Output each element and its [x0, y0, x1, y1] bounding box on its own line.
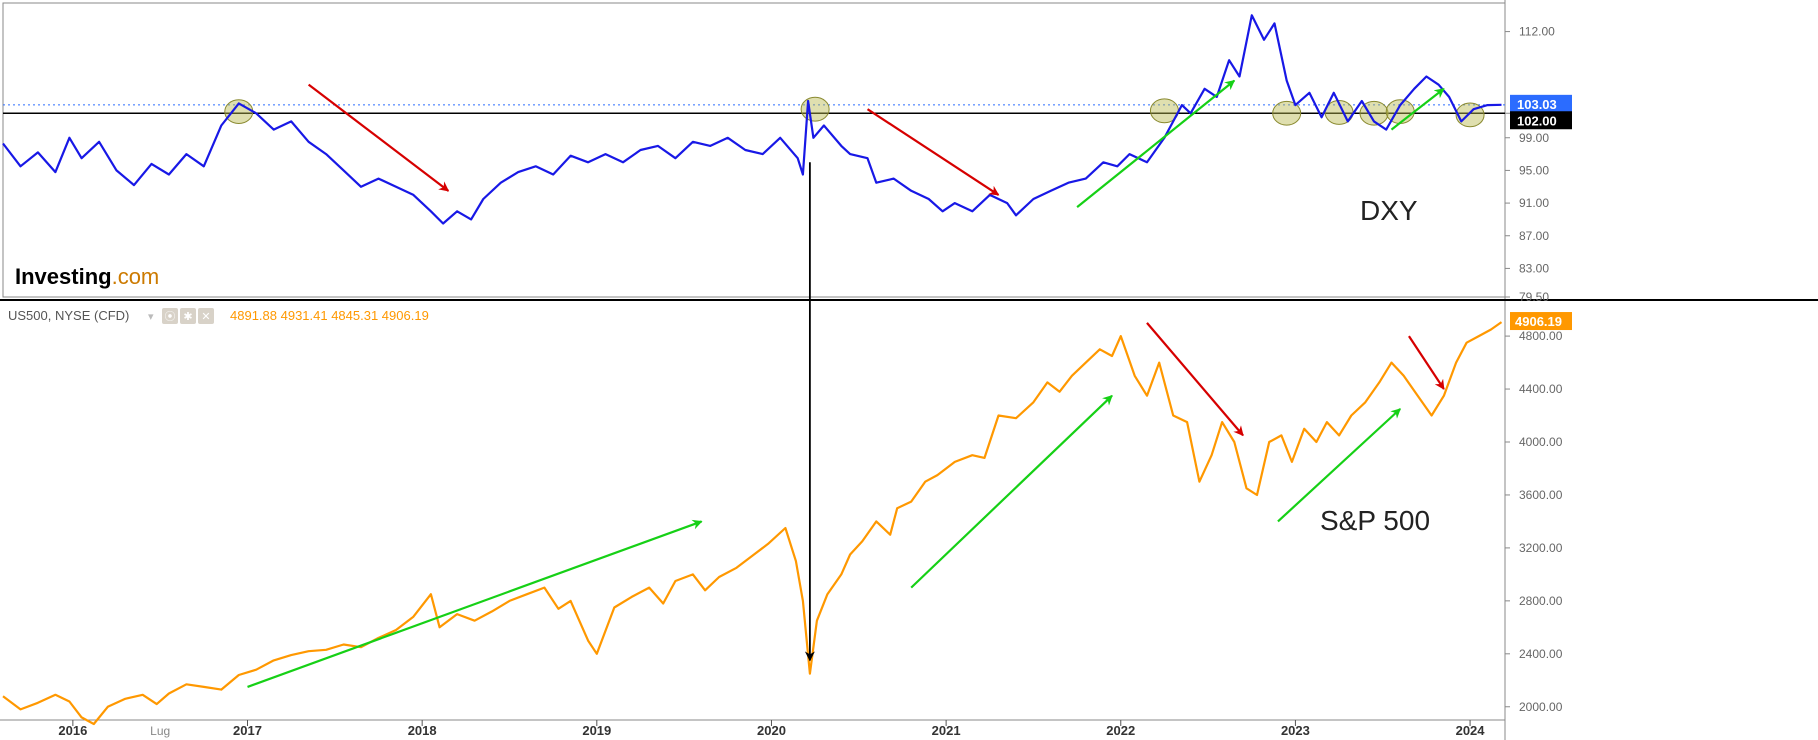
dropdown-caret-icon[interactable]: ▾ — [148, 311, 154, 323]
ytick-label: 112.00 — [1519, 25, 1555, 39]
ytick-label: 4000.00 — [1519, 435, 1563, 449]
highlight-circle — [1386, 100, 1414, 124]
toolbar-icon[interactable]: ✱ — [183, 311, 192, 323]
xtick-label: 2021 — [932, 723, 961, 738]
xtick-label: 2020 — [757, 723, 786, 738]
ytick-label: 4400.00 — [1519, 382, 1563, 396]
ytick-label: 3200.00 — [1519, 541, 1563, 555]
toolbar-icon[interactable]: ⦿ — [165, 310, 176, 323]
bottom-chart-frame — [3, 303, 1505, 720]
ytick-label: 95.00 — [1519, 163, 1549, 177]
ytick-label: 87.00 — [1519, 229, 1549, 243]
symbol-label: US500, NYSE (CFD) — [8, 308, 129, 323]
trend-arrow — [309, 85, 449, 191]
ytick-label: 2400.00 — [1519, 647, 1563, 661]
trend-arrow — [911, 396, 1112, 588]
xtick-minor-label: Lug — [150, 724, 170, 738]
trend-arrow — [1147, 323, 1243, 436]
ytick-label: 2800.00 — [1519, 594, 1563, 608]
ohlc-values: 4891.88 4931.41 4845.31 4906.19 — [230, 308, 429, 323]
dxy-level-badge-text: 102.00 — [1517, 113, 1557, 128]
xtick-label: 2022 — [1106, 723, 1135, 738]
top-chart-label: DXY — [1360, 195, 1418, 226]
sp500-series-line — [3, 322, 1502, 724]
ytick-label: 83.00 — [1519, 261, 1549, 275]
branding-logo: Investing.com — [15, 264, 159, 289]
xtick-label: 2023 — [1281, 723, 1310, 738]
xtick-label: 2019 — [582, 723, 611, 738]
highlight-circle — [801, 97, 829, 121]
trend-arrow — [1077, 81, 1234, 208]
ytick-label: 79.50 — [1519, 290, 1549, 304]
xtick-label: 2024 — [1456, 723, 1486, 738]
trend-arrow — [248, 521, 702, 686]
xtick-label: 2016 — [58, 723, 87, 738]
xtick-label: 2017 — [233, 723, 262, 738]
trend-arrow — [1409, 336, 1444, 389]
dxy-price-badge-text: 103.03 — [1517, 97, 1557, 112]
trend-arrow — [868, 109, 999, 195]
ytick-label: 2000.00 — [1519, 700, 1563, 714]
sp500-price-badge-text: 4906.19 — [1515, 314, 1562, 329]
bottom-chart-label: S&P 500 — [1320, 505, 1430, 536]
ytick-label: 4800.00 — [1519, 329, 1563, 343]
ytick-label: 3600.00 — [1519, 488, 1563, 502]
xtick-label: 2018 — [408, 723, 437, 738]
ytick-label: 99.00 — [1519, 131, 1549, 145]
toolbar-icon[interactable]: ✕ — [201, 311, 210, 323]
ytick-label: 91.00 — [1519, 196, 1549, 210]
